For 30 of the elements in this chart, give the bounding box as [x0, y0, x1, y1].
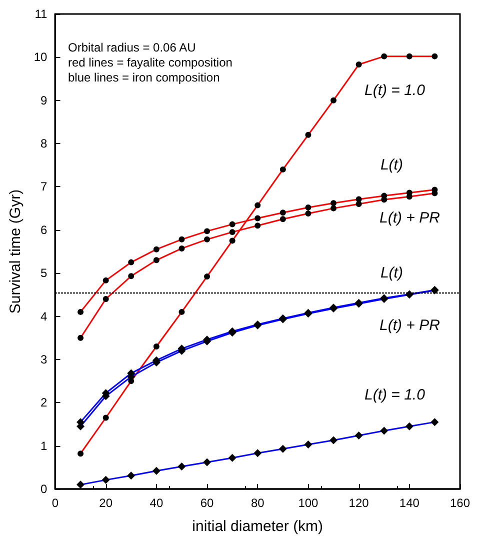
- y-tick-label: 7: [40, 180, 48, 194]
- x-tick-label: 0: [52, 496, 59, 510]
- annotation: Orbital radius = 0.06 AU red lines = fayalite composition blue lines = iron composition: [68, 40, 232, 84]
- y-tick-label: 8: [40, 136, 48, 151]
- x-tick-label: 160: [450, 496, 470, 510]
- x-tick-label: 140: [399, 496, 420, 510]
- y-tick-label: 4: [40, 309, 48, 324]
- x-tick-label: 100: [298, 496, 319, 510]
- y-tick-label: 11: [34, 7, 48, 21]
- x-tick-label: 20: [99, 496, 113, 510]
- y-tick-label: 5: [40, 266, 48, 280]
- y-tick-label: 3: [40, 352, 48, 366]
- series-label: L(t) = 1.0: [364, 386, 426, 404]
- y-tick-label: 2: [40, 396, 48, 410]
- x-tick-label: 80: [250, 496, 265, 510]
- x-tick-label: 60: [200, 496, 214, 510]
- x-axis-title: initial diameter (km): [192, 518, 324, 535]
- y-tick-label: 1: [40, 438, 48, 453]
- series-label: L(t): [380, 156, 403, 174]
- series-label: L(t): [380, 264, 403, 282]
- series-label: L(t) + PR: [379, 210, 440, 227]
- series-label: L(t) + PR: [379, 316, 440, 334]
- x-tick-label: 120: [348, 496, 370, 510]
- y-axis-title: Survival time (Gyr): [7, 189, 24, 314]
- y-tick-label: 10: [34, 50, 48, 64]
- y-tick-label: 6: [40, 222, 48, 237]
- y-tick-label: 9: [40, 93, 48, 108]
- x-tick-label: 40: [150, 496, 164, 510]
- y-tick-label: 0: [40, 482, 48, 496]
- series-label: L(t) = 1.0: [364, 82, 426, 99]
